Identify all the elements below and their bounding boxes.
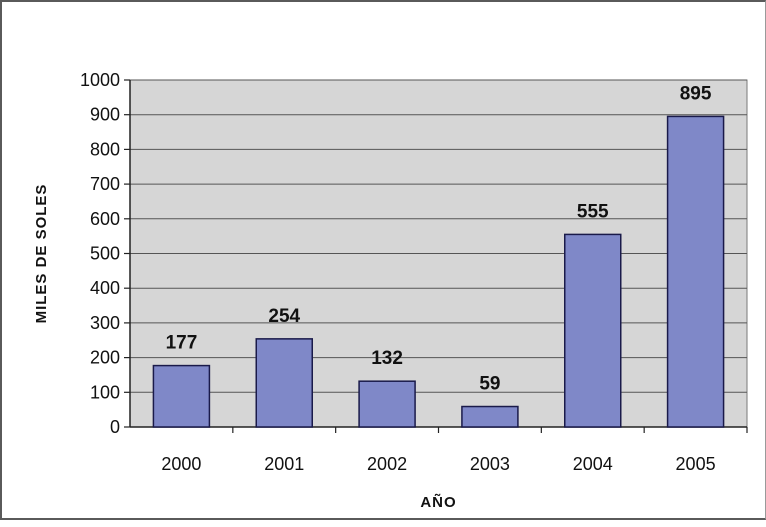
x-axis-title: AÑO bbox=[420, 493, 456, 511]
x-tick-label: 2002 bbox=[367, 454, 407, 474]
y-tick-label: 600 bbox=[90, 209, 120, 229]
x-tick-label: 2005 bbox=[676, 454, 716, 474]
x-tick-label: 2000 bbox=[161, 454, 201, 474]
y-axis-ticks: 0 100 200 300 400 500 600 700 800 900 1000 bbox=[80, 70, 130, 437]
data-label-2001: 254 bbox=[268, 306, 300, 327]
x-tick-label: 2004 bbox=[573, 454, 613, 474]
x-axis-ticks: 2000 2001 2002 2003 2004 2005 bbox=[161, 427, 747, 474]
y-tick-label: 800 bbox=[90, 139, 120, 159]
data-label-2004: 555 bbox=[577, 201, 609, 222]
data-label-2002: 132 bbox=[371, 348, 403, 369]
bar-2000 bbox=[153, 366, 209, 427]
x-tick-label: 2003 bbox=[470, 454, 510, 474]
y-tick-label: 400 bbox=[90, 278, 120, 298]
y-tick-label: 300 bbox=[90, 313, 120, 333]
data-label-2003: 59 bbox=[479, 374, 500, 395]
y-tick-label: 1000 bbox=[80, 70, 120, 90]
y-tick-label: 900 bbox=[90, 105, 120, 125]
bar-2003 bbox=[462, 407, 518, 427]
x-tick-label: 2001 bbox=[264, 454, 304, 474]
bar-2001 bbox=[256, 339, 312, 427]
data-label-2000: 177 bbox=[166, 333, 198, 354]
bar-2002 bbox=[359, 381, 415, 427]
y-tick-label: 200 bbox=[90, 348, 120, 368]
bar-2005 bbox=[668, 116, 724, 427]
data-label-2005: 895 bbox=[680, 83, 712, 104]
y-tick-label: 0 bbox=[110, 417, 120, 437]
bar-2004 bbox=[565, 234, 621, 427]
y-tick-label: 100 bbox=[90, 382, 120, 402]
y-tick-label: 500 bbox=[90, 244, 120, 264]
y-axis-title: MILES DE SOLES bbox=[33, 184, 50, 324]
y-tick-label: 700 bbox=[90, 174, 120, 194]
